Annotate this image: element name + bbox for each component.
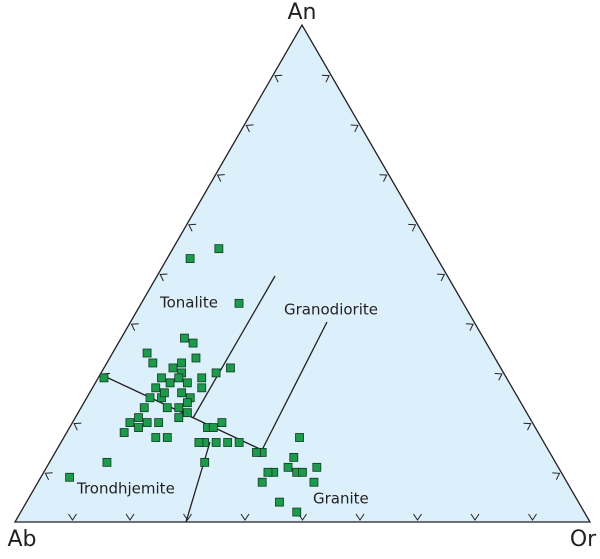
tick-mark <box>274 74 283 83</box>
tick-mark <box>552 472 561 481</box>
data-point <box>275 497 284 507</box>
field-label: Granodiorite <box>284 301 378 319</box>
vertex-label: Ab <box>7 527 36 552</box>
tick-mark <box>130 323 139 331</box>
tick-mark <box>73 422 82 431</box>
tick-mark <box>188 223 197 232</box>
data-point <box>151 383 161 393</box>
data-point <box>214 244 224 254</box>
tick-mark <box>321 74 330 83</box>
data-point <box>99 373 109 383</box>
data-point <box>65 472 74 482</box>
data-point <box>289 452 299 462</box>
data-point <box>142 348 152 358</box>
data-point <box>191 353 201 363</box>
data-point <box>165 378 175 388</box>
data-point <box>162 433 172 442</box>
tick-mark <box>245 124 254 133</box>
tick-mark <box>216 174 225 182</box>
data-point <box>142 418 152 428</box>
data-point <box>252 448 261 457</box>
data-point <box>197 383 207 393</box>
data-point <box>174 403 184 413</box>
tick-mark <box>523 422 532 431</box>
data-point <box>208 423 218 432</box>
data-point <box>154 418 164 428</box>
data-point <box>226 363 235 373</box>
vertex-label: Or <box>570 527 597 552</box>
data-point <box>234 298 244 308</box>
tick-mark <box>350 124 359 133</box>
data-point <box>312 462 322 472</box>
tick-mark <box>528 513 537 521</box>
data-point <box>211 438 221 447</box>
data-point <box>200 457 210 467</box>
tick-mark <box>125 513 135 521</box>
data-point <box>298 467 307 477</box>
data-point <box>177 388 187 398</box>
tick-mark <box>437 273 446 282</box>
data-point <box>148 358 158 368</box>
data-point <box>257 477 267 487</box>
data-point <box>145 393 155 403</box>
triangle <box>13 23 592 523</box>
field-label: Granite <box>313 490 369 508</box>
boundary-line <box>185 441 211 523</box>
field-label: Trondhjemite <box>76 480 175 498</box>
data-point <box>182 408 192 418</box>
boundary-line <box>192 275 276 419</box>
data-point <box>292 507 302 517</box>
tick-mark <box>465 323 474 331</box>
tick-mark <box>44 472 53 481</box>
data-point <box>162 403 172 413</box>
data-point <box>159 388 169 398</box>
tick-mark <box>379 174 388 182</box>
tick-mark <box>470 513 480 521</box>
boundary-line <box>261 321 328 451</box>
field-label: Tonalite <box>159 294 218 312</box>
data-point <box>182 378 192 388</box>
tick-mark <box>159 273 168 282</box>
tick-mark <box>408 223 417 232</box>
data-point <box>102 457 112 467</box>
tick-mark <box>240 513 250 521</box>
data-point <box>283 462 293 472</box>
data-point <box>234 438 244 447</box>
data-point <box>188 338 198 348</box>
data-point <box>182 398 192 408</box>
data-point <box>168 363 178 373</box>
data-point <box>174 373 184 383</box>
tick-mark <box>355 513 365 521</box>
tick-mark <box>68 513 77 521</box>
data-point <box>134 423 143 432</box>
data-point <box>125 418 135 428</box>
tick-mark <box>183 513 192 521</box>
data-point <box>139 403 149 413</box>
tick-mark <box>494 373 503 381</box>
data-point <box>185 254 195 263</box>
tick-mark <box>413 513 422 521</box>
data-point <box>157 373 166 383</box>
data-point <box>211 368 221 378</box>
data-point <box>217 418 227 428</box>
data-point <box>151 433 161 442</box>
data-point <box>177 358 186 368</box>
data-point <box>309 477 319 487</box>
data-point <box>263 467 273 477</box>
data-point <box>295 433 304 442</box>
data-point <box>197 373 207 383</box>
data-point <box>134 413 143 423</box>
data-point <box>180 333 189 343</box>
vertex-label: An <box>288 0 317 25</box>
data-point <box>174 413 184 423</box>
data-point <box>119 428 129 437</box>
data-point <box>223 438 233 447</box>
data-point <box>194 438 204 447</box>
